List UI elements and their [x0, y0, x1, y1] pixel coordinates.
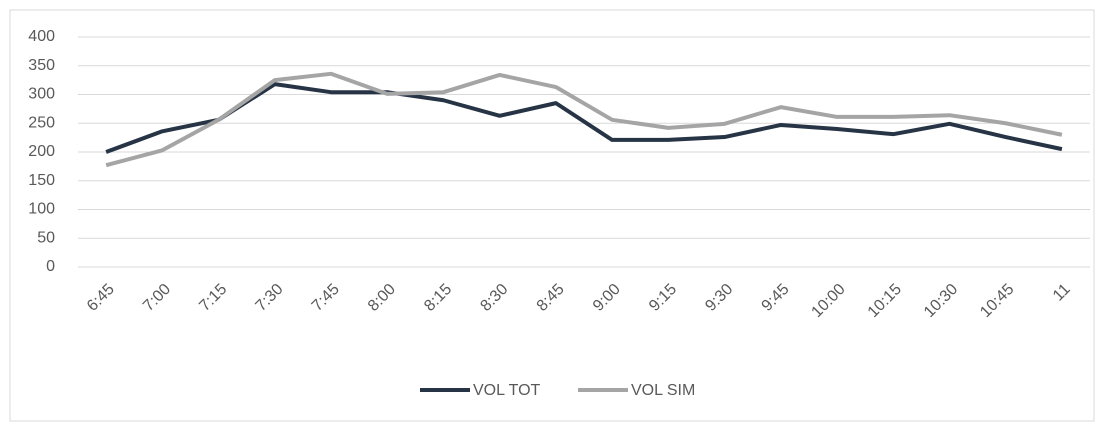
x-tick-label: 6:45	[84, 281, 118, 315]
x-tick-label: 9:15	[646, 281, 680, 315]
y-tick-label: 350	[28, 57, 55, 74]
x-tick-label: 7:00	[140, 281, 174, 315]
y-tick-label: 100	[28, 201, 55, 218]
x-tick-label: 10:00	[808, 281, 848, 321]
y-tick-label: 50	[37, 229, 55, 246]
y-tick-label: 150	[28, 172, 55, 189]
x-tick-label: 8:30	[477, 281, 511, 315]
y-tick-label: 400	[28, 28, 55, 45]
x-tick-label: 8:00	[365, 281, 399, 315]
line-series	[105, 82, 1063, 154]
legend-label: VOL TOT	[473, 382, 541, 399]
line-series	[105, 71, 1063, 168]
x-tick-label: 7:30	[253, 281, 287, 315]
y-tick-label: 200	[28, 143, 55, 160]
x-tick-label: 8:45	[534, 281, 568, 315]
x-tick-label: 10:30	[921, 281, 961, 321]
legend-label: VOL SIM	[631, 382, 695, 399]
x-tick-label: 7:15	[196, 281, 230, 315]
y-tick-label: 250	[28, 114, 55, 131]
x-tick-label: 9:30	[702, 281, 736, 315]
y-tick-label: 0	[46, 258, 55, 275]
x-tick-label: 11	[1050, 281, 1074, 305]
x-tick-label: 9:45	[759, 281, 793, 315]
y-tick-label: 300	[28, 86, 55, 103]
x-tick-label: 10:15	[865, 281, 905, 321]
x-tick-label: 9:00	[590, 281, 624, 315]
x-tick-label: 10:45	[977, 281, 1017, 321]
x-tick-label: 7:45	[309, 281, 343, 315]
chart-border	[9, 9, 1095, 422]
x-tick-label: 8:15	[421, 281, 455, 315]
